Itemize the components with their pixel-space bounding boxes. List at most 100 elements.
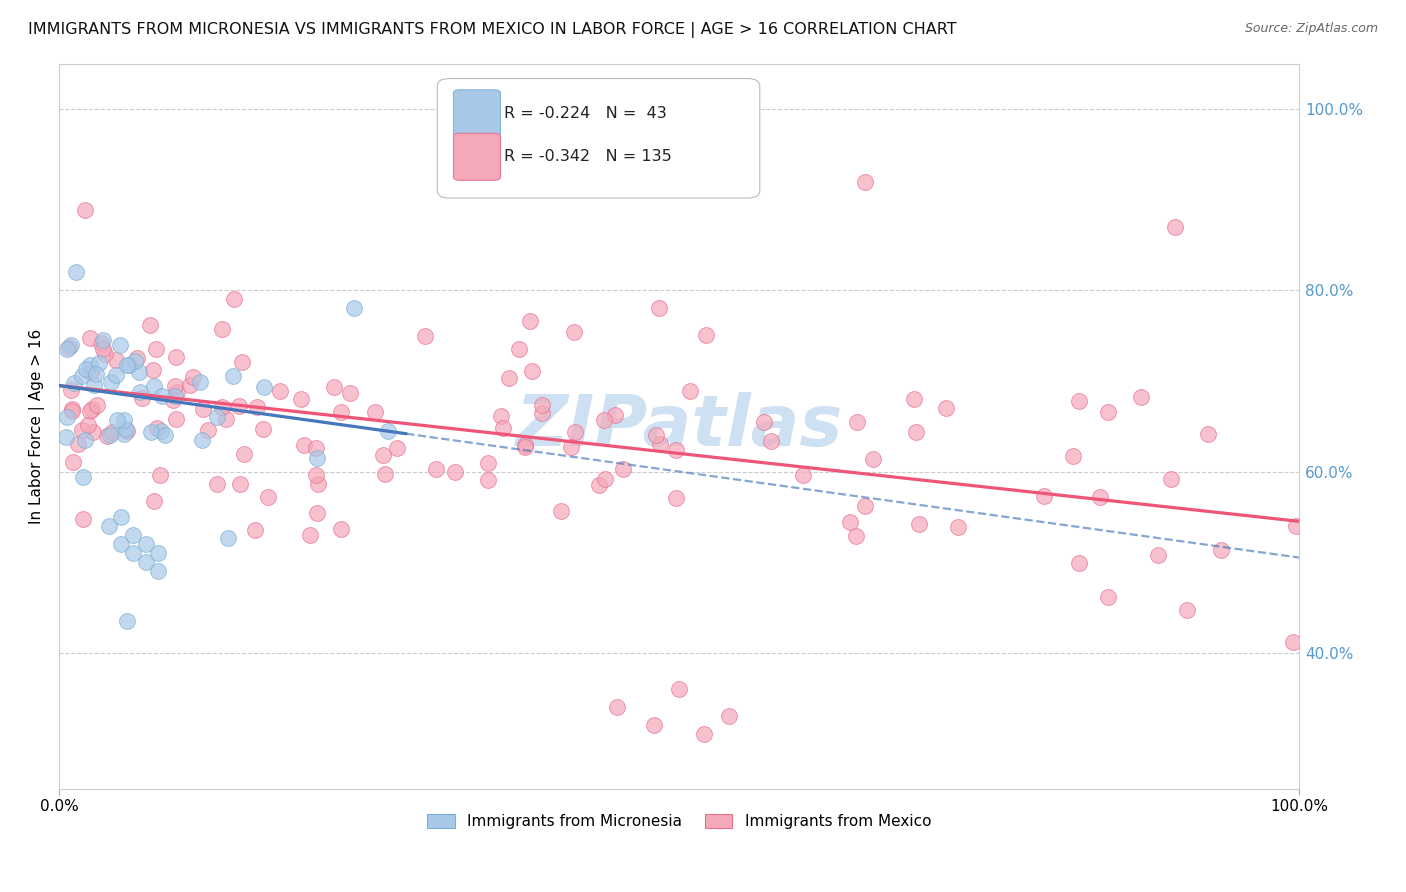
Point bbox=[84, 367, 107, 381]
Point bbox=[231, 354, 253, 368]
Point bbox=[142, 379, 165, 393]
Point bbox=[1067, 556, 1090, 570]
Point bbox=[66, 436, 89, 450]
Point bbox=[564, 425, 586, 440]
Point bbox=[155, 427, 177, 442]
Point bbox=[79, 331, 101, 345]
Point bbox=[188, 376, 211, 390]
Point bbox=[1146, 548, 1168, 562]
Text: R = -0.224   N =  43: R = -0.224 N = 43 bbox=[505, 106, 666, 120]
Point bbox=[292, 438, 315, 452]
Point bbox=[138, 318, 160, 332]
Point bbox=[112, 427, 135, 442]
Point bbox=[853, 500, 876, 514]
Point bbox=[82, 425, 104, 440]
Point bbox=[191, 402, 214, 417]
Point bbox=[165, 350, 187, 364]
Point bbox=[477, 473, 499, 487]
Point bbox=[693, 727, 716, 741]
Point bbox=[650, 437, 672, 451]
Point bbox=[146, 421, 169, 435]
Point bbox=[253, 380, 276, 394]
Point bbox=[76, 417, 98, 432]
Point bbox=[56, 342, 79, 356]
Point bbox=[150, 389, 173, 403]
Point bbox=[211, 322, 233, 336]
Point bbox=[101, 425, 124, 439]
Point bbox=[308, 477, 330, 491]
Point bbox=[1282, 635, 1305, 649]
Point bbox=[108, 338, 131, 352]
Point bbox=[946, 520, 969, 534]
Point bbox=[124, 354, 146, 368]
Point bbox=[110, 537, 132, 551]
Point bbox=[70, 368, 93, 383]
FancyBboxPatch shape bbox=[437, 78, 759, 198]
Text: IMMIGRANTS FROM MICRONESIA VS IMMIGRANTS FROM MEXICO IN LABOR FORCE | AGE > 16 C: IMMIGRANTS FROM MICRONESIA VS IMMIGRANTS… bbox=[28, 22, 956, 38]
Point bbox=[60, 403, 83, 417]
Point bbox=[222, 293, 245, 307]
Point bbox=[112, 413, 135, 427]
Point bbox=[845, 529, 868, 543]
Point bbox=[839, 516, 862, 530]
Point bbox=[60, 402, 83, 417]
Point bbox=[87, 356, 110, 370]
Point bbox=[205, 477, 228, 491]
Legend: Immigrants from Micronesia, Immigrants from Mexico: Immigrants from Micronesia, Immigrants f… bbox=[420, 808, 938, 835]
Point bbox=[339, 386, 361, 401]
Point bbox=[90, 336, 112, 351]
Point bbox=[695, 328, 717, 343]
Point bbox=[588, 477, 610, 491]
Point bbox=[665, 491, 688, 505]
Point bbox=[853, 175, 876, 189]
Point bbox=[935, 401, 957, 416]
Point bbox=[229, 477, 252, 491]
Point bbox=[215, 412, 238, 426]
Point bbox=[1197, 426, 1219, 441]
Point bbox=[1062, 449, 1084, 463]
Point bbox=[305, 450, 328, 465]
Point bbox=[269, 384, 291, 398]
Point bbox=[91, 333, 114, 347]
Point bbox=[508, 343, 530, 357]
Point bbox=[205, 410, 228, 425]
Point bbox=[73, 433, 96, 447]
Point bbox=[664, 442, 686, 457]
Point bbox=[1033, 489, 1056, 503]
Point bbox=[330, 405, 353, 419]
Point bbox=[110, 509, 132, 524]
Point bbox=[94, 347, 117, 361]
Point bbox=[252, 422, 274, 436]
Point bbox=[612, 462, 634, 476]
Point bbox=[489, 409, 512, 423]
Y-axis label: In Labor Force | Age > 16: In Labor Force | Age > 16 bbox=[30, 328, 45, 524]
Point bbox=[606, 700, 628, 714]
Point bbox=[128, 365, 150, 379]
Point bbox=[862, 452, 884, 467]
Point bbox=[752, 415, 775, 429]
Point bbox=[143, 494, 166, 508]
Point bbox=[425, 462, 447, 476]
Point bbox=[515, 437, 537, 451]
Point bbox=[96, 429, 118, 443]
Point bbox=[122, 546, 145, 560]
Point bbox=[233, 447, 256, 461]
Point bbox=[165, 378, 187, 392]
Point bbox=[305, 441, 328, 455]
FancyBboxPatch shape bbox=[453, 133, 501, 180]
Point bbox=[385, 441, 408, 455]
Point bbox=[122, 528, 145, 542]
Point bbox=[221, 368, 243, 383]
Point bbox=[477, 456, 499, 470]
Point bbox=[56, 409, 79, 424]
Point bbox=[142, 363, 165, 377]
Point bbox=[79, 403, 101, 417]
Point bbox=[191, 433, 214, 447]
Point bbox=[135, 555, 157, 569]
Point bbox=[903, 392, 925, 406]
Point bbox=[217, 531, 239, 545]
Point bbox=[374, 467, 396, 481]
Point bbox=[60, 338, 83, 352]
Point bbox=[377, 425, 399, 439]
Point bbox=[1129, 390, 1152, 404]
